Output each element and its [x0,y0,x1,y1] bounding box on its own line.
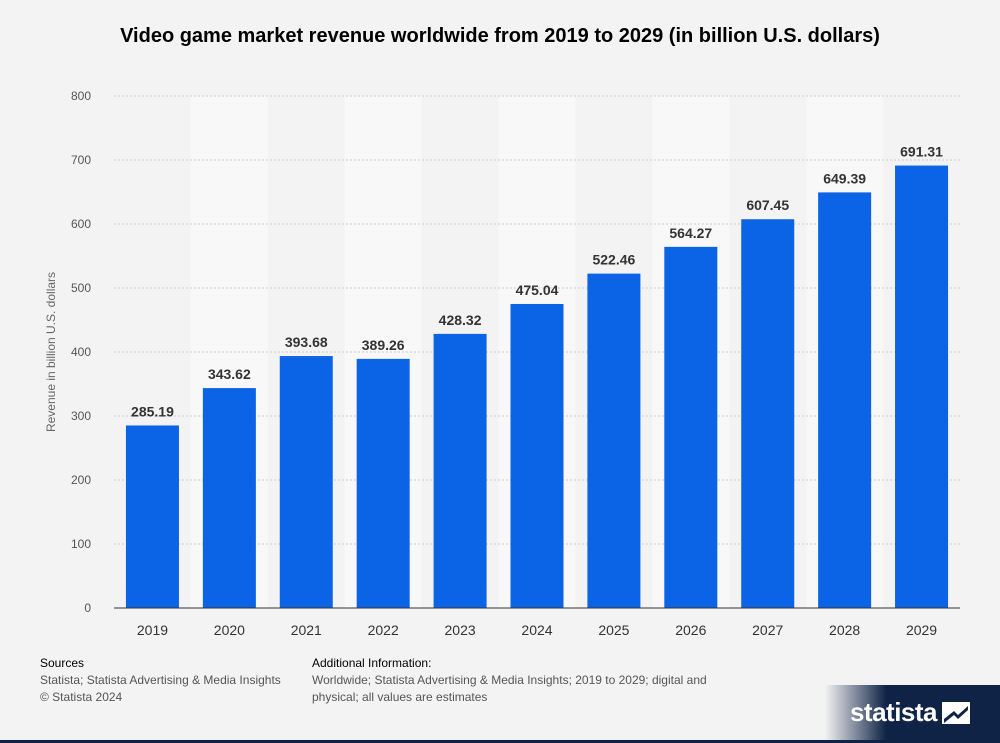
bar [818,192,872,609]
x-tick-label: 2025 [598,622,629,638]
bar [356,358,410,608]
sources-link[interactable]: Statista; Statista Advertising & Media I… [40,673,281,687]
bar [202,388,256,608]
y-tick-label: 500 [71,281,91,295]
x-tick-label: 2021 [291,622,322,638]
data-label: 564.27 [669,225,712,241]
y-tick-label: 200 [71,473,91,487]
data-label: 691.31 [900,144,943,160]
sources-heading: Sources [40,656,85,670]
x-tick-label: 2020 [214,622,245,638]
brand-bar: statista [825,685,1000,743]
data-label: 522.46 [592,252,635,268]
data-label: 343.62 [208,366,251,382]
chart-title: Video game market revenue worldwide from… [120,25,880,47]
data-label: 475.04 [516,282,559,298]
y-tick-label: 600 [71,217,91,231]
y-tick-label: 300 [71,409,91,423]
data-label: 285.19 [131,403,174,419]
additional-info-text: Worldwide; Statista Advertising & Media … [312,673,707,704]
y-tick-label: 700 [71,153,91,167]
bar [125,425,179,608]
bar [895,165,949,609]
bar [279,356,333,608]
data-label: 649.39 [823,170,866,186]
bar [433,333,487,608]
copyright-text: © Statista 2024 [40,690,123,704]
y-tick-label: 800 [71,89,91,103]
data-label: 389.26 [362,337,405,353]
statista-logo-icon [942,701,970,724]
bar [510,303,564,608]
data-label: 607.45 [746,197,789,213]
bar [587,273,641,608]
x-tick-label: 2029 [906,622,937,638]
x-tick-label: 2026 [675,622,706,638]
x-tick-label: 2022 [368,622,399,638]
bar [741,219,795,608]
additional-info-heading: Additional Information: [312,656,432,670]
data-label: 428.32 [439,312,482,328]
bar [664,246,718,609]
y-tick-label: 100 [71,537,91,551]
y-tick-label: 400 [71,345,91,359]
brand-logo-text[interactable]: statista [849,697,938,727]
y-tick-label: 0 [84,601,91,615]
x-tick-label: 2019 [137,622,168,638]
y-axis-label: Revenue in billion U.S. dollars [44,272,58,432]
sources-block: Sources Statista; Statista Advertising &… [40,655,281,706]
x-tick-label: 2024 [521,622,552,638]
data-label: 393.68 [285,334,328,350]
x-tick-label: 2027 [752,622,783,638]
bottom-accent-bar [0,740,1000,743]
additional-info-block: Additional Information: Worldwide; Stati… [312,655,732,706]
x-tick-label: 2028 [829,622,860,638]
bar-chart: 0 100 200 300 400 500 600 700 800 Revenue in bill… [44,89,960,638]
x-tick-label: 2023 [445,622,476,638]
